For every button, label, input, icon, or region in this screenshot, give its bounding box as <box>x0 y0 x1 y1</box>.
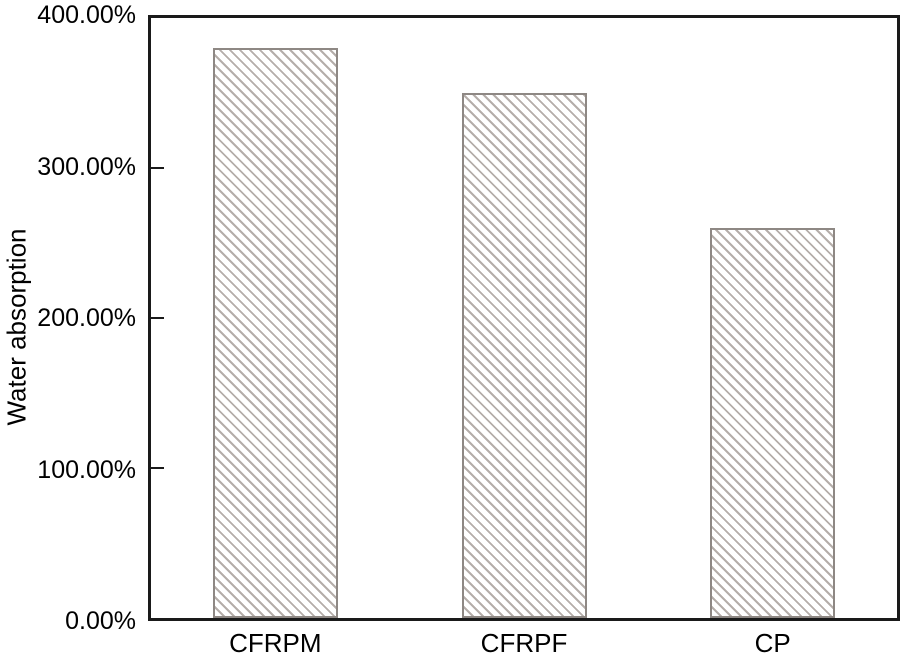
y-tick-mark-200 <box>151 317 164 319</box>
y-tick-label-100: 100.00% <box>37 455 136 484</box>
bar-cp <box>710 228 836 618</box>
bar-cfrpm <box>212 48 338 618</box>
y-tick-label-300: 300.00% <box>37 152 136 181</box>
x-category-label-cp: CP <box>754 628 791 658</box>
x-category-label-cfrpf: CFRPF <box>480 628 568 658</box>
bar-cfrpf <box>461 93 587 618</box>
plot-area <box>148 15 900 621</box>
y-tick-label-0: 0.00% <box>65 607 136 635</box>
y-tick-mark-300 <box>151 167 164 169</box>
y-tick-mark-100 <box>151 467 164 469</box>
y-tick-label-200: 200.00% <box>37 304 136 332</box>
y-tick-label-400: 400.00% <box>37 1 136 29</box>
x-category-label-cfrpm: CFRPM <box>229 628 322 658</box>
